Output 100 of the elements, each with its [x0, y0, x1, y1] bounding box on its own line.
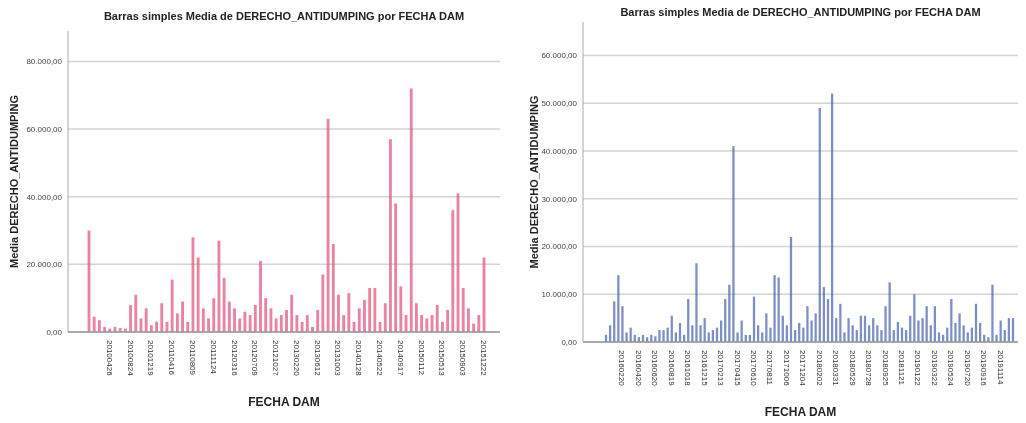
bar — [991, 284, 994, 342]
bar — [295, 315, 299, 332]
bar — [732, 146, 735, 342]
x-tick-label: 20171006 — [781, 350, 791, 387]
x-tick-label: 20140917 — [395, 340, 405, 377]
bar — [425, 318, 429, 332]
x-tick-label: 20190322 — [929, 350, 939, 387]
bar — [285, 310, 288, 332]
x-tick-label: 20190524 — [946, 350, 956, 387]
bar — [134, 294, 138, 332]
x-tick-label: 20140522 — [375, 340, 385, 377]
x-tick-label: 20170213 — [716, 350, 726, 387]
x-tick-label: 20110809 — [187, 340, 197, 376]
x-axis-title: FECHA DAM — [248, 395, 320, 409]
x-tick-label: 20170415 — [732, 350, 742, 387]
x-tick-label: 20111124 — [208, 340, 218, 375]
x-tick-label: 20150513 — [437, 340, 447, 377]
y-tick-label: 20.000,00 — [541, 242, 578, 252]
bar — [170, 279, 174, 332]
bar — [264, 298, 268, 332]
bar — [259, 260, 262, 332]
bar — [389, 139, 392, 332]
y-tick-label: 40.000,00 — [541, 146, 578, 156]
bar — [316, 310, 320, 332]
y-tick-label: 0,00 — [46, 328, 63, 337]
bar — [394, 203, 398, 332]
bar — [186, 321, 190, 332]
x-tick-label: 20131003 — [333, 340, 343, 377]
x-tick-label: 20120316 — [229, 340, 239, 377]
x-tick-label: 20160420 — [633, 350, 643, 387]
x-tick-label: 20151222 — [479, 340, 488, 377]
x-tick-label: 20161018 — [683, 350, 693, 387]
bar — [435, 304, 439, 332]
bar — [466, 308, 470, 332]
chart-title: Barras simples Media de DERECHO_ANTIDUMPING por FECHA DAM — [620, 6, 981, 18]
x-tick-label: 20130612 — [312, 340, 322, 377]
bar — [290, 294, 294, 332]
bar — [695, 263, 698, 342]
bar — [326, 118, 330, 332]
y-tick-label: 10.000,00 — [541, 290, 578, 300]
bar — [233, 308, 236, 332]
bar — [368, 288, 372, 332]
bar — [160, 303, 164, 332]
bar — [97, 320, 101, 332]
bar — [300, 321, 304, 332]
x-tick-label: 20120709 — [250, 340, 260, 377]
bar — [196, 257, 200, 332]
bar — [149, 325, 153, 332]
bar — [207, 318, 210, 332]
x-tick-label: 20191114 — [995, 350, 1005, 385]
x-tick-label: 20130220 — [291, 340, 301, 377]
bar — [92, 316, 96, 332]
bar — [847, 318, 850, 342]
x-tick-label: 20190122 — [913, 350, 923, 387]
x-tick-label: 20190720 — [962, 350, 972, 387]
bar — [373, 288, 377, 332]
bar — [347, 293, 351, 332]
x-tick-label: 20150903 — [458, 340, 468, 377]
bar — [321, 274, 325, 332]
x-tick-label: 20121027 — [271, 340, 281, 377]
bar — [477, 315, 481, 332]
x-tick-label: 20180331 — [831, 350, 841, 387]
bar — [662, 330, 665, 342]
bar — [331, 244, 335, 332]
bar — [305, 315, 309, 332]
bar — [201, 308, 205, 332]
x-tick-label: 20180529 — [847, 350, 857, 387]
bar — [363, 299, 366, 332]
bar — [155, 321, 158, 332]
bar — [409, 88, 413, 332]
y-tick-label: 40.000,00 — [26, 192, 63, 202]
x-tick-label: 20150112 — [416, 340, 426, 376]
bar — [227, 301, 231, 332]
x-tick-label: 20171204 — [798, 350, 808, 387]
bar — [399, 286, 403, 332]
bar — [243, 311, 247, 332]
bar — [958, 313, 961, 342]
bar — [212, 298, 216, 332]
x-tick-label: 20110416 — [167, 340, 177, 376]
bar — [884, 306, 887, 342]
x-axis-title: FECHA DAM — [764, 405, 837, 419]
bar — [806, 306, 809, 342]
bar — [238, 318, 242, 332]
bar — [181, 301, 184, 332]
bar — [129, 304, 133, 332]
y-axis-title: Media DERECHO_ANTIDUMPING — [8, 95, 20, 268]
bar — [440, 321, 444, 332]
x-tick-label: 20180728 — [864, 350, 874, 387]
y-tick-label: 50.000,00 — [541, 99, 578, 109]
x-tick-label: 20160620 — [650, 350, 660, 387]
bar — [921, 318, 924, 342]
bar — [175, 313, 179, 332]
x-tick-label: 20181121 — [897, 350, 906, 386]
bar — [337, 294, 340, 332]
x-tick-label: 20170811 — [765, 350, 775, 386]
x-tick-label: 20100426 — [104, 340, 114, 377]
y-tick-label: 0,00 — [561, 338, 578, 347]
y-tick-label: 30.000,00 — [541, 194, 578, 204]
bar — [269, 308, 273, 332]
bar — [420, 315, 424, 332]
